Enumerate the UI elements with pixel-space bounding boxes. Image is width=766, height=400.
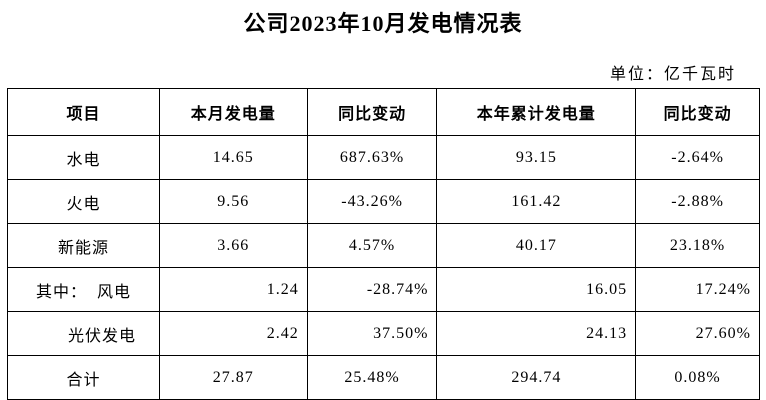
table-row: 合计 27.87 25.48% 294.74 0.08% (7, 355, 760, 400)
header-cell: 项目 (7, 88, 160, 136)
row-label: 合计 (7, 355, 160, 400)
table-cell: -28.74% (306, 267, 438, 312)
table-row: 火电 9.56 -43.26% 161.42 -2.88% (7, 179, 760, 224)
row-label: 水电 (7, 135, 160, 180)
unit-note: 单位：亿千瓦时 (609, 66, 736, 83)
table-cell: 24.13 (436, 311, 637, 356)
table-cell: 27.60% (635, 311, 760, 356)
table-cell: 3.66 (158, 223, 308, 268)
table-cell: 0.08% (635, 355, 760, 400)
header-row: 项目 本月发电量 同比变动 本年累计发电量 同比变动 (7, 88, 760, 136)
table-cell: 14.65 (158, 135, 308, 180)
row-label: 其中： 风电 (7, 267, 160, 312)
table-cell: 294.74 (436, 355, 637, 400)
table-cell: 40.17 (436, 223, 637, 268)
table-row: 水电 14.65 687.63% 93.15 -2.64% (7, 135, 760, 180)
table: 项目 本月发电量 同比变动 本年累计发电量 同比变动 水电 14.65 687.63% 93.… (7, 88, 760, 400)
table-row: 新能源 3.66 4.57% 40.17 23.18% (7, 223, 760, 268)
table-cell: 23.18% (635, 223, 760, 268)
table-cell: 161.42 (436, 179, 637, 224)
table-cell: -2.64% (635, 135, 760, 180)
table-cell: 27.87 (158, 355, 308, 400)
table-row: 光伏发电 2.42 37.50% 24.13 27.60% (7, 311, 760, 356)
table-cell: 687.63% (306, 135, 438, 180)
header-cell: 同比变动 (306, 88, 438, 136)
header-cell: 同比变动 (635, 88, 760, 136)
table-cell: 37.50% (306, 311, 438, 356)
row-label: 光伏发电 (7, 311, 160, 356)
header-cell: 本月发电量 (158, 88, 308, 136)
table-cell: 9.56 (158, 179, 308, 224)
table-cell: 4.57% (306, 223, 438, 268)
table-cell: 17.24% (635, 267, 760, 312)
table-cell: 16.05 (436, 267, 637, 312)
table-cell: 1.24 (158, 267, 308, 312)
row-label: 火电 (7, 179, 160, 224)
table-cell: 2.42 (158, 311, 308, 356)
table-cell: 25.48% (306, 355, 438, 400)
table-cell: 93.15 (436, 135, 637, 180)
table-cell: -43.26% (306, 179, 438, 224)
table-cell: -2.88% (635, 179, 760, 224)
row-label: 新能源 (7, 223, 160, 268)
table-row: 其中： 风电 1.24 -28.74% 16.05 17.24% (7, 267, 760, 312)
header-cell: 本年累计发电量 (436, 88, 637, 136)
title: 公司2023年10月发电情况表 (243, 11, 523, 36)
